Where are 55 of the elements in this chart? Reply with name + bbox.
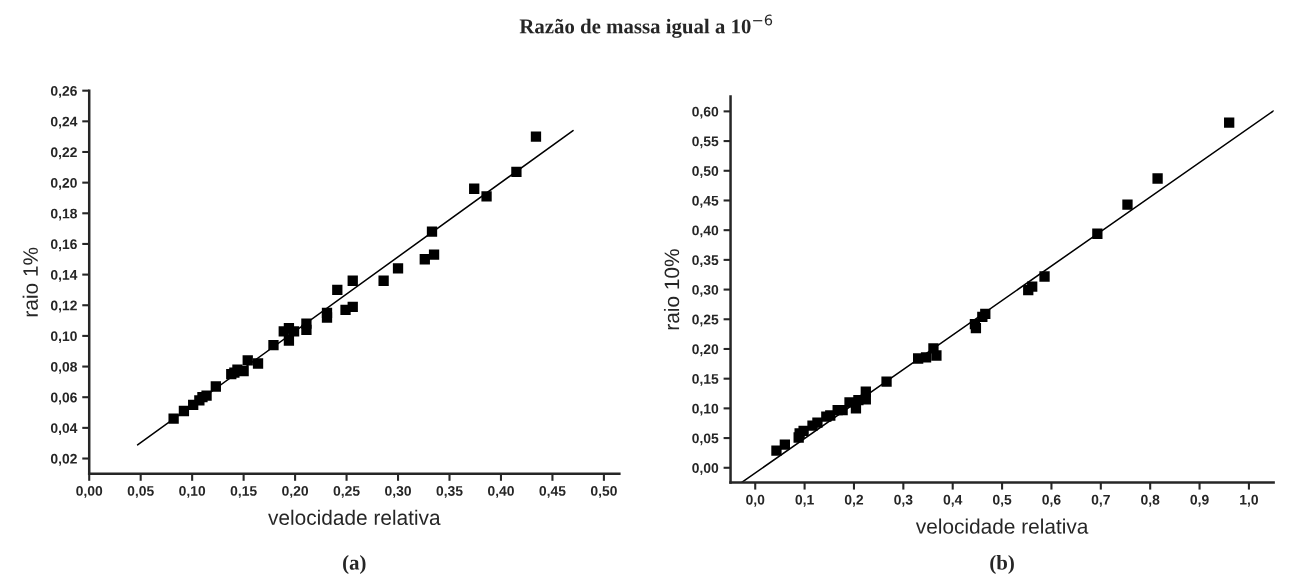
x-tick-label: 0,8 <box>1141 494 1160 507</box>
y-tick-label: 0,45 <box>692 195 719 208</box>
y-tick-label: 0,05 <box>692 433 719 446</box>
x-tick-label: 0,25 <box>333 486 360 498</box>
y-tick-label: 0,16 <box>50 239 77 252</box>
x-tick-label: 0,05 <box>127 486 154 498</box>
x-tick-label: 0,50 <box>590 486 617 498</box>
chart-title: Razão de massa igual a 10$^{−6}$ <box>519 14 773 38</box>
y-tick-label: 0,04 <box>50 423 78 436</box>
y-tick-label: 0,12 <box>50 300 77 313</box>
x-tick-label: 0,10 <box>179 486 206 498</box>
x-tick-label: 1,0 <box>1240 494 1259 507</box>
y-tick-label: 0,08 <box>50 361 77 374</box>
x-tick-label: 0,2 <box>844 494 864 507</box>
y-tick-label: 0,02 <box>50 453 77 466</box>
y-tick-label: 0,15 <box>692 374 719 386</box>
y-tick-label: 0,30 <box>692 284 719 297</box>
y-tick-label: 0,35 <box>692 255 719 268</box>
y-axis-title: raio 10% <box>663 249 680 330</box>
x-tick-label: 0,20 <box>282 486 309 498</box>
y-tick-label: 0,25 <box>692 314 719 327</box>
x-tick-label: 0,3 <box>894 494 913 507</box>
x-tick-label: 0,0 <box>746 494 765 507</box>
y-tick-label: 0,60 <box>692 106 719 119</box>
y-tick-label: 0,18 <box>50 208 77 221</box>
x-axis-title: velocidade relativa <box>268 509 441 526</box>
x-tick-label: 0,4 <box>943 494 963 507</box>
y-tick-label: 0,00 <box>692 463 719 475</box>
x-tick-label: 0,40 <box>488 486 514 498</box>
x-tick-label: 0,9 <box>1190 494 1209 507</box>
x-tick-label: 0,1 <box>795 494 814 507</box>
x-tick-label: 0,00 <box>76 486 103 498</box>
y-tick-label: 0,20 <box>692 344 719 357</box>
y-tick-label: 0,22 <box>50 147 77 160</box>
y-tick-label: 0,20 <box>50 177 77 190</box>
x-tick-label: 0,6 <box>1042 494 1061 507</box>
x-tick-label: 0,30 <box>385 486 411 498</box>
x-tick-label: 0,15 <box>230 486 257 498</box>
x-axis-title: velocidade relativa <box>915 518 1089 534</box>
y-tick-label: 0,40 <box>692 225 719 238</box>
text: (b) <box>990 555 1014 574</box>
y-tick-label: 0,10 <box>692 403 719 416</box>
text: (a) <box>343 555 366 574</box>
y-tick-label: 0,26 <box>50 86 77 98</box>
y-tick-label: 0,14 <box>50 269 78 282</box>
y-axis-title: raio 1% <box>22 247 38 317</box>
x-tick-label: 0,7 <box>1091 494 1110 507</box>
x-tick-label: 0,5 <box>992 494 1012 507</box>
x-tick-label: 0,35 <box>436 486 463 498</box>
x-tick-label: 0,45 <box>539 486 566 498</box>
y-tick-label: 0,24 <box>50 116 78 129</box>
y-tick-label: 0,50 <box>692 166 719 178</box>
y-tick-label: 0,10 <box>50 331 77 344</box>
y-tick-label: 0,06 <box>50 392 77 405</box>
y-tick-label: 0,55 <box>692 136 719 149</box>
